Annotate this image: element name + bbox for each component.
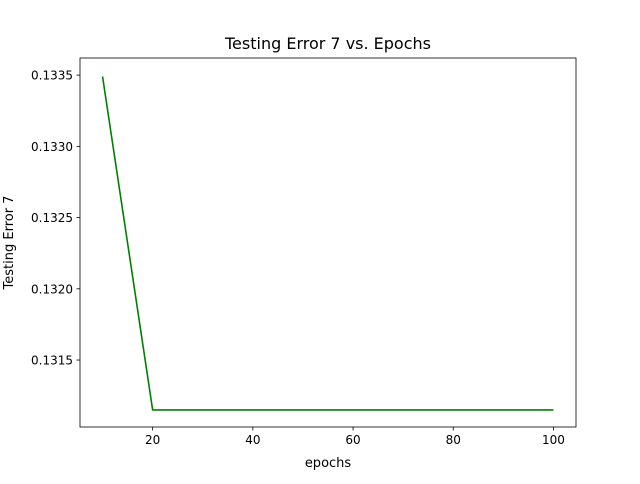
axes-frame: [79, 57, 577, 428]
y-tick-label: 0.1325: [31, 211, 73, 225]
x-axis-ticks: 20 40 60 80 100: [145, 427, 565, 447]
y-tick-label: 0.1315: [31, 354, 73, 368]
y-tick-label: 0.1320: [31, 282, 73, 296]
series-group: [101, 76, 554, 411]
y-tick-label: 0.1330: [31, 140, 73, 154]
series-line-0: [101, 76, 554, 411]
x-axis-label: epochs: [305, 456, 352, 471]
chart-title: Testing Error 7 vs. Epochs: [224, 34, 431, 53]
plot-background: [80, 58, 576, 427]
y-axis-ticks: 0.1315 0.1320 0.1325 0.1330 0.1335: [31, 69, 80, 368]
x-tick-label: 80: [446, 433, 461, 447]
x-tick-label: 20: [145, 433, 160, 447]
y-axis-label: Testing Error 7: [2, 196, 17, 291]
y-tick-label: 0.1335: [31, 69, 73, 83]
x-tick-label: 40: [245, 433, 260, 447]
x-tick-label: 60: [345, 433, 360, 447]
x-tick-label: 100: [542, 433, 565, 447]
